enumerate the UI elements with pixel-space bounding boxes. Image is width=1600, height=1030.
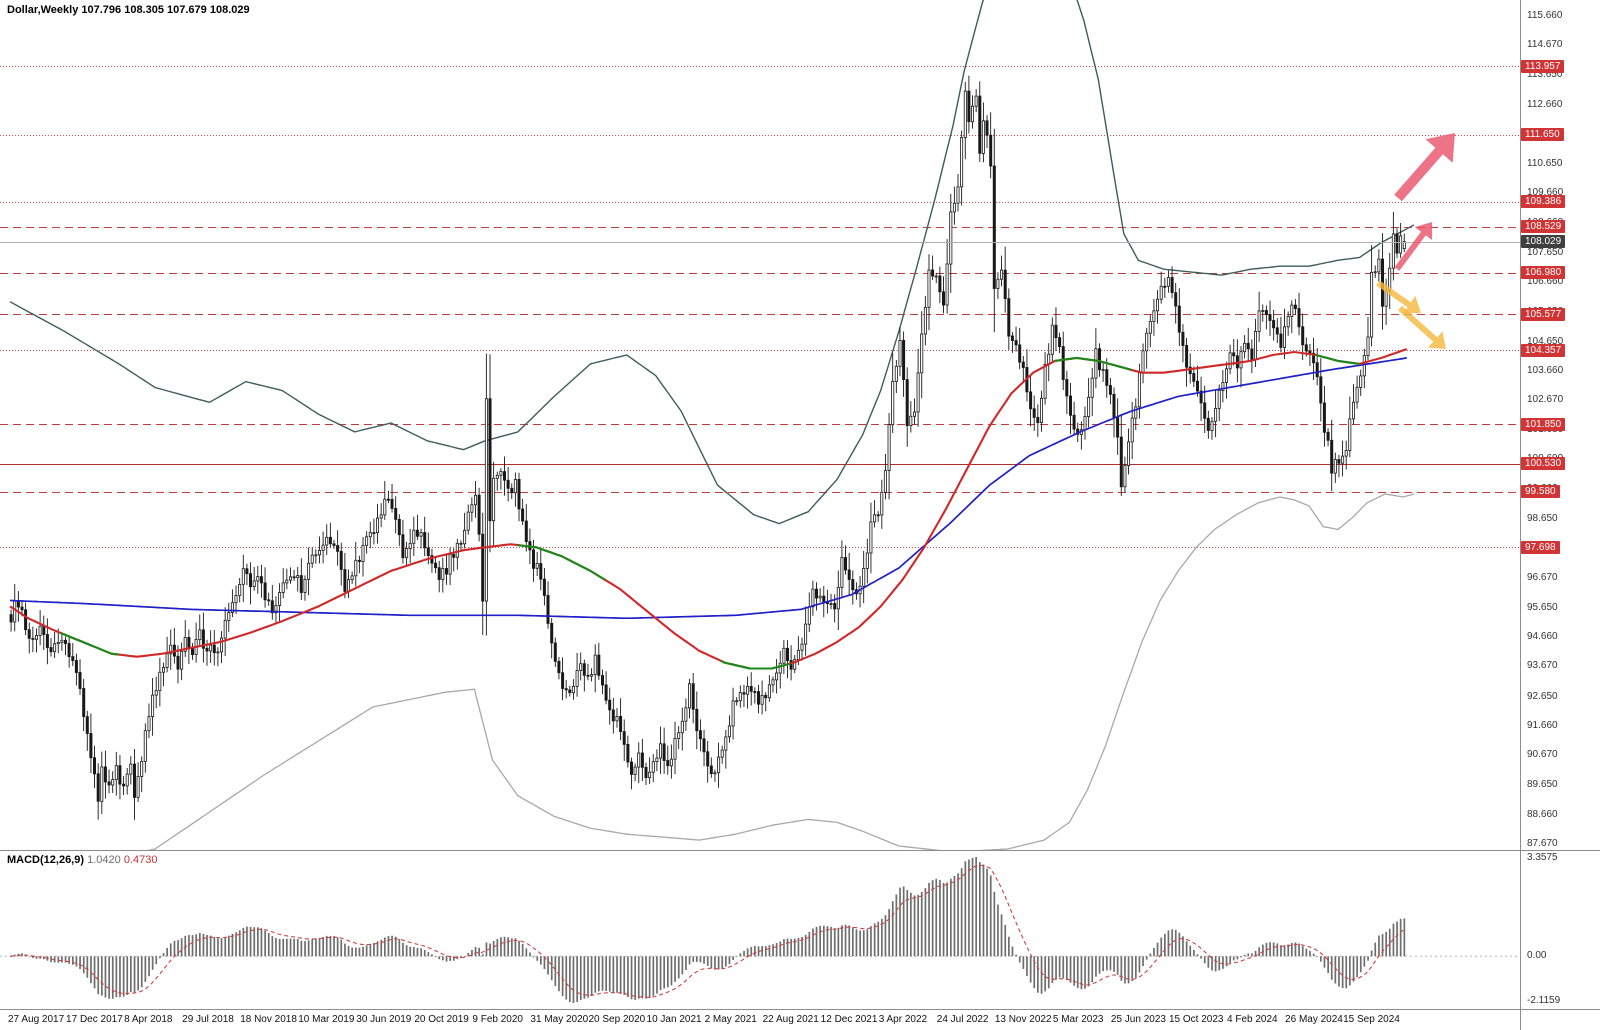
price-axis[interactable]: 115.660 114.670 113.650 112.660 111.650 110.6… [1521,0,1600,1010]
price-chart[interactable] [0,0,1520,850]
date-label: 17 Dec 2017 [66,1014,123,1025]
date-label: 12 Dec 2021 [820,1014,878,1025]
date-label: 9 Feb 2020 [472,1014,523,1025]
price-tick-label: 92.650 [1527,690,1558,702]
level-price-label: 109.386 [1521,195,1566,209]
macd-name: MACD(12,26,9) [7,854,85,866]
level-price-label: 106.980 [1521,266,1566,280]
price-tick-label: 90.670 [1527,749,1558,761]
date-label: 27 Aug 2017 [8,1014,65,1025]
date-label: 20 Oct 2019 [414,1014,469,1025]
macd-indicator-label: MACD(12,26,9) 1.0420 0.4730 [7,854,157,866]
price-tick-label: 98.650 [1527,513,1558,525]
ma-blue-line [9,357,1407,620]
ma-green-segment [1054,356,1132,371]
trend-arrow-up[interactable] [1394,133,1455,202]
price-tick-label: 112.660 [1527,98,1563,110]
trend-arrow-up[interactable] [1394,222,1433,271]
level-price-label: 111.650 [1521,128,1564,142]
date-label: 15 Oct 2023 [1168,1014,1224,1025]
price-tick-label: 102.670 [1527,394,1564,406]
price-tick-label: 89.650 [1527,779,1558,791]
price-tick-label: 96.670 [1527,571,1558,583]
date-label: 5 Mar 2023 [1052,1014,1104,1025]
date-label: 30 Jun 2019 [356,1014,412,1025]
date-label: 22 Aug 2021 [762,1014,819,1025]
price-tick-label: 87.670 [1527,837,1558,849]
price-tick-label: 93.670 [1527,660,1558,672]
ma-green-segment [60,632,119,656]
date-label: 15 Sep 2024 [1343,1014,1400,1025]
macd-axis[interactable]: 3.3575 0.00 -2.1159 [1521,852,1600,1008]
trend-arrows [1376,133,1455,349]
panel-separator [0,1009,1600,1010]
band-lower-line [147,493,1415,850]
price-chart-canvas[interactable] [0,0,1520,850]
level-price-label: 108.529 [1521,220,1566,234]
macd-main-value: 1.0420 [87,854,121,866]
ma-green-segment [517,544,606,581]
date-label: 26 May 2024 [1285,1014,1343,1025]
level-price-label: 105.577 [1521,307,1566,321]
level-price-label: 99.580 [1521,485,1560,499]
date-label: 3 Apr 2022 [878,1014,928,1025]
level-price-label: 97.698 [1521,540,1560,554]
price-tick-label: 95.650 [1527,601,1558,613]
price-tick-label: 88.660 [1527,808,1558,820]
price-tick-label: 110.650 [1527,158,1563,170]
level-price-label: 113.957 [1521,59,1565,73]
panel-separator [0,850,1600,851]
date-label: 20 Sep 2020 [588,1014,646,1025]
macd-scale-label: 0.00 [1527,950,1547,962]
macd-signal-line [9,864,1404,998]
macd-canvas[interactable] [0,852,1520,1008]
date-label: 8 Apr 2018 [124,1014,173,1025]
date-label: 10 Jan 2021 [646,1014,702,1025]
price-tick-label: 114.670 [1527,39,1563,51]
price-tick-label: 91.660 [1527,719,1558,731]
date-label: 2 May 2021 [704,1014,757,1025]
price-tick-label: 115.660 [1527,10,1563,21]
time-axis[interactable]: 27 Aug 2017 17 Dec 2017 8 Apr 2018 29 Jul 2… [0,1010,1520,1030]
date-label: 24 Jul 2022 [936,1014,989,1025]
support-resistance-lines [0,65,1520,549]
band-upper-line [9,0,1415,525]
candlesticks [9,75,1406,820]
date-label: 13 Nov 2022 [994,1014,1052,1025]
price-tick-label: 103.660 [1527,364,1564,376]
level-price-label: 104.357 [1521,343,1566,357]
ma-green-segment [1315,353,1360,365]
macd-panel[interactable]: MACD(12,26,9) 1.0420 0.4730 [0,852,1520,1008]
axis-separator [1520,0,1521,1030]
price-tick-label: 94.660 [1527,631,1558,643]
trend-arrow-down[interactable] [1398,305,1446,349]
date-label: 4 Feb 2024 [1227,1014,1278,1025]
price-tick-label: 107.650 [1527,246,1564,258]
trend-arrow-down[interactable] [1376,280,1421,314]
price-tick-label: 113.650 [1527,69,1563,81]
date-label: 31 May 2020 [530,1014,589,1025]
macd-signal-value: 0.4730 [123,854,158,866]
date-label: 10 Mar 2019 [298,1014,355,1025]
ma-red-line [9,348,1408,670]
date-label: 25 Jun 2023 [1110,1014,1166,1025]
level-price-label: 101.850 [1521,417,1566,431]
level-price-label: 100.530 [1521,457,1566,471]
chart-symbol-title: Dollar,Weekly 107.796 108.305 107.679 10… [7,4,250,16]
date-label: 18 Nov 2018 [240,1014,297,1025]
macd-scale-label: 3.3575 [1527,852,1558,863]
price-tick-label: 109.660 [1527,187,1564,199]
ma-green-segment [720,659,791,670]
current-price-label: 108.029 [1521,235,1566,249]
price-tick-label: 104.650 [1527,335,1564,347]
macd-histogram [10,857,1406,1003]
macd-scale-label: -2.1159 [1527,995,1561,1006]
price-tick-label: 106.660 [1527,276,1564,288]
date-label: 29 Jul 2018 [182,1014,234,1025]
